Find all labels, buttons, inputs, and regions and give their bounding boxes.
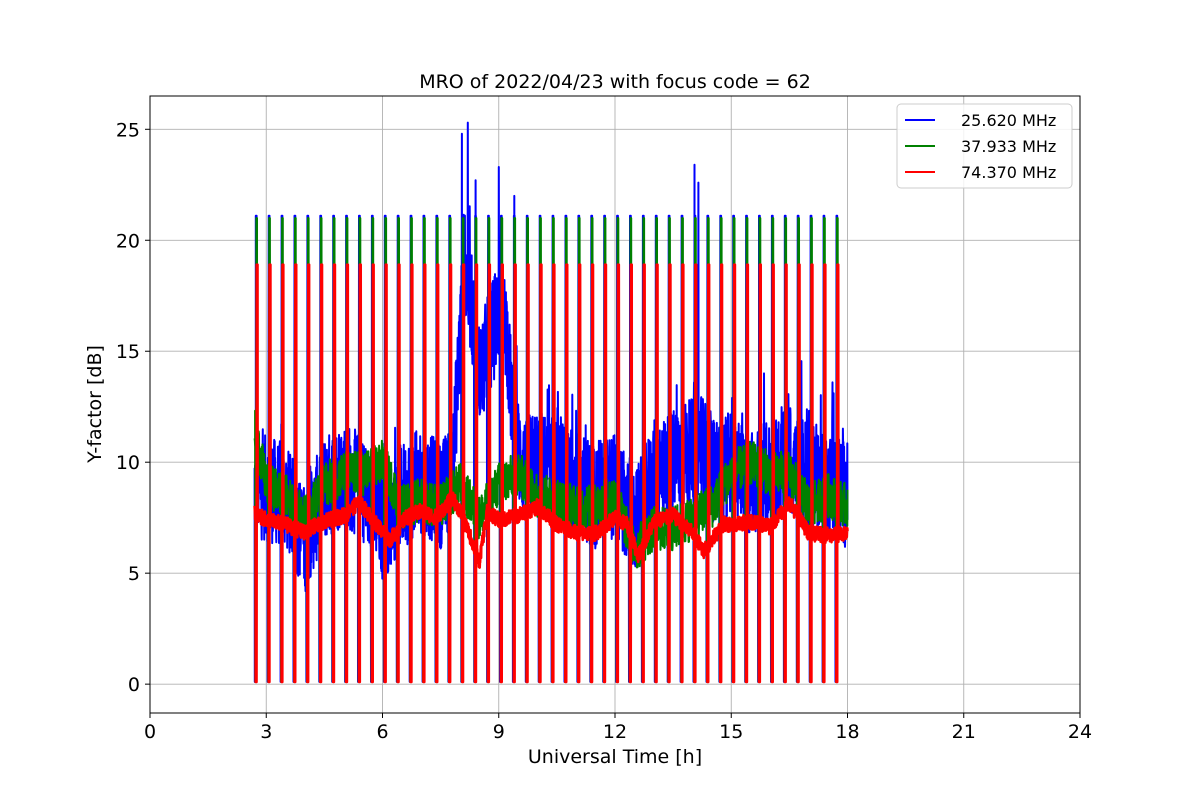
x-tick-label: 21 — [952, 721, 976, 743]
y-axis-label: Y-factor [dB] — [84, 345, 106, 464]
x-tick-label: 0 — [144, 721, 156, 743]
y-tick-label: 15 — [116, 341, 140, 363]
y-tick-label: 10 — [116, 452, 140, 474]
y-tick-label: 5 — [128, 563, 140, 585]
x-tick-label: 18 — [835, 721, 859, 743]
x-tick-label: 12 — [603, 721, 627, 743]
x-tick-label: 3 — [260, 721, 272, 743]
x-tick-label: 24 — [1068, 721, 1092, 743]
x-axis-label: Universal Time [h] — [528, 746, 702, 768]
ticks: 0 3 6 9 12 15 18 21 24 0 5 10 15 20 25 — [116, 119, 1092, 743]
legend-box — [896, 103, 1073, 189]
x-tick-label: 9 — [493, 721, 505, 743]
y-tick-label: 0 — [128, 674, 140, 696]
chart-title: MRO of 2022/04/23 with focus code = 62 — [419, 71, 811, 93]
y-tick-label: 25 — [116, 119, 140, 141]
legend: 25.620 MHz 37.933 MHz 74.370 MHz — [896, 103, 1073, 189]
y-tick-label: 20 — [116, 230, 140, 252]
legend-entry: 74.370 MHz — [961, 163, 1056, 182]
x-tick-label: 6 — [376, 721, 388, 743]
legend-entry: 37.933 MHz — [961, 137, 1056, 156]
legend-entry: 25.620 MHz — [961, 111, 1056, 130]
series-layer — [253, 121, 849, 684]
x-tick-label: 15 — [719, 721, 743, 743]
series-line — [253, 263, 849, 684]
